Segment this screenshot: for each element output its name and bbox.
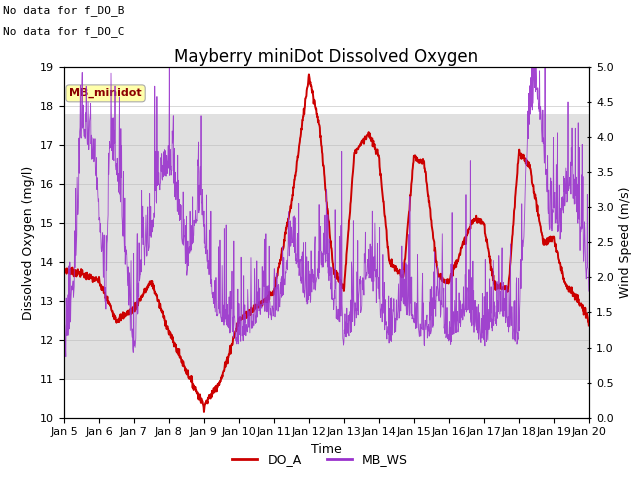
X-axis label: Time: Time [311,443,342,456]
Title: Mayberry miniDot Dissolved Oxygen: Mayberry miniDot Dissolved Oxygen [174,48,479,66]
Y-axis label: Wind Speed (m/s): Wind Speed (m/s) [620,187,632,298]
Text: No data for f_DO_B: No data for f_DO_B [3,5,125,16]
Legend: DO_A, MB_WS: DO_A, MB_WS [227,448,413,471]
Y-axis label: Dissolved Oxygen (mg/l): Dissolved Oxygen (mg/l) [22,165,35,320]
Text: MB_minidot: MB_minidot [69,88,142,98]
Text: No data for f_DO_C: No data for f_DO_C [3,26,125,37]
Bar [64,114,589,379]
